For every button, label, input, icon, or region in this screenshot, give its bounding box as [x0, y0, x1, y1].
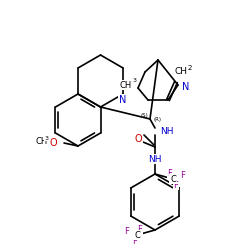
- Text: O: O: [50, 138, 57, 148]
- Text: NH: NH: [160, 128, 173, 136]
- Text: CH: CH: [174, 68, 188, 76]
- Text: 2: 2: [188, 65, 192, 71]
- Text: 3: 3: [45, 136, 49, 140]
- Text: F: F: [138, 226, 142, 234]
- Text: F: F: [132, 236, 138, 246]
- Text: O: O: [134, 134, 142, 144]
- Text: 3: 3: [133, 78, 137, 82]
- Text: C: C: [170, 174, 176, 184]
- Text: F: F: [124, 228, 130, 236]
- Text: CH: CH: [120, 80, 132, 90]
- Text: F: F: [174, 180, 178, 190]
- Text: F: F: [180, 172, 186, 180]
- Text: C: C: [134, 230, 140, 239]
- Text: N: N: [119, 95, 127, 105]
- Text: CH: CH: [36, 136, 48, 145]
- Text: (R): (R): [153, 117, 161, 122]
- Text: F: F: [168, 170, 172, 178]
- Text: N: N: [182, 82, 190, 92]
- Text: (S): (S): [140, 113, 148, 118]
- Text: NH: NH: [148, 154, 162, 164]
